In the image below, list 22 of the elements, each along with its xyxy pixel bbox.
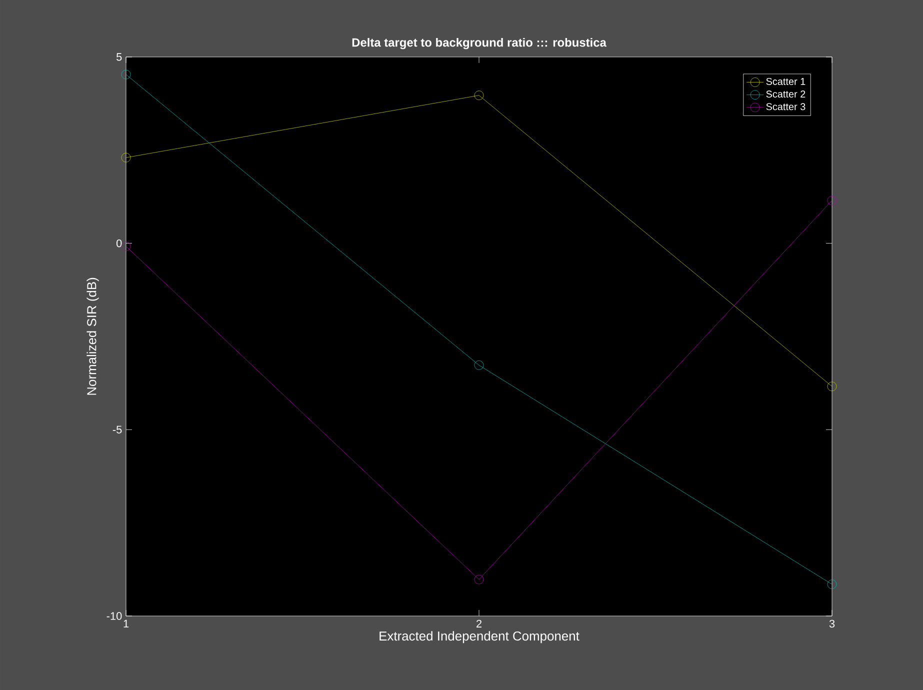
point	[827, 196, 837, 206]
y-tick-label: -5	[112, 426, 122, 434]
point	[827, 382, 837, 392]
point	[474, 90, 484, 100]
y-tick-label: -10	[106, 612, 122, 620]
point	[827, 580, 837, 590]
x-tick-label: 1	[124, 620, 129, 628]
x-tick-label: 2	[476, 620, 482, 628]
y-axis-title: Normalized SIR (dB)	[86, 278, 99, 395]
x-tick-label: 3	[829, 620, 835, 628]
y-tick-label: 5	[116, 53, 122, 61]
legend-label: Scatter 1	[766, 78, 806, 85]
point	[121, 152, 131, 162]
point	[121, 70, 131, 80]
x-axis-title: Extracted Independent Component	[380, 631, 580, 644]
point	[474, 574, 484, 584]
chart-title: Delta target to background ratio ::: robustica	[352, 38, 606, 50]
point	[474, 360, 484, 370]
point	[121, 242, 131, 251]
legend-label: Scatter 3	[766, 103, 806, 110]
y-tick-label: 0	[116, 239, 122, 248]
legend-label: Scatter 2	[766, 90, 806, 98]
